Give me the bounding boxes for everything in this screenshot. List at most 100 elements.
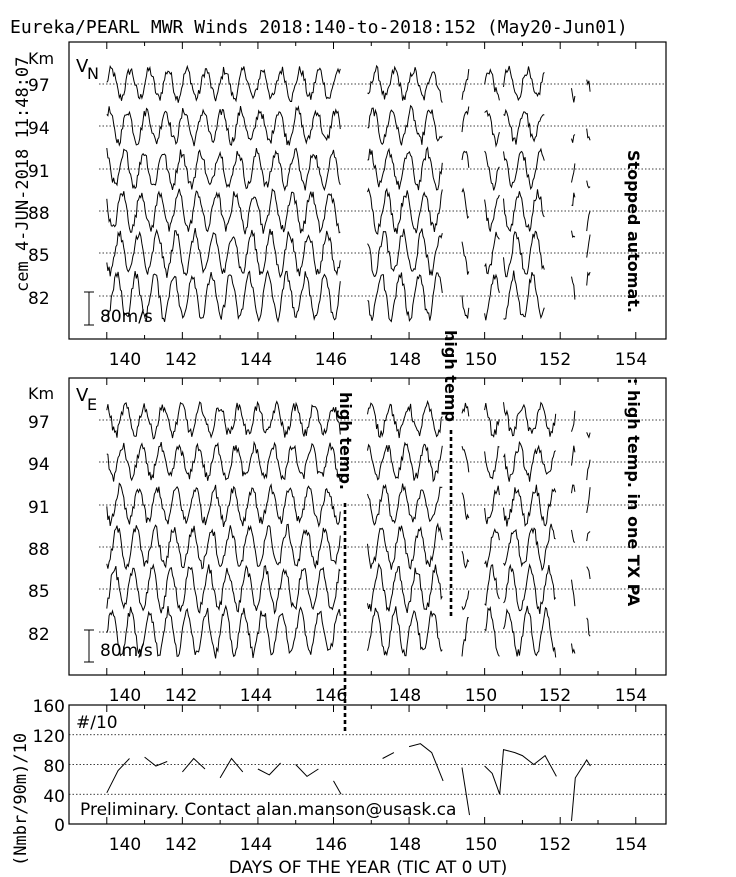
count-ytick-160: 160 bbox=[33, 697, 65, 717]
x-tick-152: 152 bbox=[539, 686, 571, 706]
wind-trace bbox=[106, 523, 341, 571]
count-line bbox=[408, 743, 444, 782]
count-ytick-0: 0 bbox=[54, 816, 65, 836]
wind-trace bbox=[367, 606, 443, 657]
wind-trace bbox=[484, 273, 500, 321]
ve-gridlines bbox=[99, 419, 666, 633]
count-line bbox=[106, 758, 130, 794]
wind-trace bbox=[586, 180, 591, 189]
wind-trace bbox=[586, 566, 591, 580]
wind-trace bbox=[106, 147, 341, 192]
wind-trace bbox=[503, 270, 545, 320]
wind-trace bbox=[503, 401, 557, 437]
ve-panel-frame bbox=[68, 377, 667, 676]
count-line bbox=[182, 757, 206, 773]
wind-trace bbox=[484, 445, 500, 480]
wind-trace bbox=[571, 484, 576, 494]
wind-trace bbox=[503, 605, 557, 658]
wind-trace bbox=[503, 65, 545, 102]
x-tick-142: 142 bbox=[165, 835, 197, 855]
ve-height-97: 97 bbox=[28, 413, 50, 433]
wind-trace bbox=[503, 189, 545, 233]
wind-trace bbox=[461, 402, 470, 417]
vn-height-85: 85 bbox=[28, 246, 50, 266]
vn-panel: V N Km 97 94 91 88 85 82 80m/s bbox=[28, 41, 667, 340]
x-tick-154: 154 bbox=[615, 350, 647, 370]
wind-trace bbox=[503, 523, 556, 572]
wind-trace bbox=[586, 79, 591, 92]
wind-trace bbox=[367, 562, 443, 614]
x-tick-labels-1: 140 142 144 146 148 150 152 154 bbox=[109, 350, 647, 370]
wind-trace bbox=[586, 432, 591, 439]
wind-trace bbox=[484, 403, 500, 438]
vn-scale-label: 80m/s bbox=[100, 307, 153, 327]
wind-trace bbox=[461, 446, 470, 473]
count-y-axis-label: (Nmbr/90m)/10 bbox=[11, 733, 31, 866]
x-tick-144: 144 bbox=[240, 835, 272, 855]
wind-trace bbox=[571, 276, 576, 300]
x-tick-150: 150 bbox=[465, 686, 497, 706]
vn-x-ticks bbox=[106, 42, 637, 339]
vn-symbol: V bbox=[76, 56, 89, 77]
wind-trace bbox=[571, 445, 576, 466]
wind-trace bbox=[484, 231, 500, 275]
wind-trace bbox=[367, 272, 443, 323]
count-line bbox=[295, 764, 319, 778]
ve-traces bbox=[106, 399, 591, 659]
wind-trace bbox=[586, 617, 591, 637]
count-line bbox=[144, 756, 168, 767]
x-tick-142: 142 bbox=[165, 686, 197, 706]
wind-trace bbox=[586, 531, 591, 542]
count-inner-label: #/10 bbox=[76, 713, 118, 733]
wind-trace bbox=[503, 108, 545, 145]
count-ytick-40: 40 bbox=[43, 787, 65, 807]
x-tick-140: 140 bbox=[109, 686, 141, 706]
vn-height-82: 82 bbox=[28, 289, 50, 309]
count-line bbox=[333, 780, 342, 795]
side-timestamp: cem 4-JUN-2018 11:48:07 bbox=[13, 57, 33, 292]
wind-trace bbox=[367, 522, 443, 570]
x-tick-140: 140 bbox=[109, 835, 141, 855]
wind-trace bbox=[484, 150, 500, 191]
vn-height-97: 97 bbox=[28, 76, 50, 96]
high-temp-annotation-1: high temp. bbox=[336, 392, 355, 490]
count-gridlines bbox=[69, 734, 666, 795]
wind-trace bbox=[586, 487, 591, 513]
vn-height-88: 88 bbox=[28, 204, 50, 224]
x-tick-146: 146 bbox=[315, 835, 347, 855]
wind-trace bbox=[571, 230, 576, 239]
wind-trace bbox=[503, 147, 545, 191]
wind-trace bbox=[571, 88, 576, 103]
ve-height-85: 85 bbox=[28, 582, 50, 602]
x-tick-142: 142 bbox=[165, 350, 197, 370]
wind-trace bbox=[484, 605, 500, 657]
wind-trace bbox=[503, 440, 556, 482]
wind-trace bbox=[484, 485, 500, 525]
tx-pa-annotation: : high temp. in one TX PA bbox=[624, 378, 643, 607]
x-tick-labels-2: 140 142 144 146 148 150 152 154 bbox=[109, 686, 647, 706]
wind-trace bbox=[461, 69, 470, 100]
high-temp-annotation-2: high temp bbox=[441, 330, 460, 422]
x-tick-146: 146 bbox=[315, 686, 347, 706]
contact-note: Preliminary. Contact alan.manson@usask.c… bbox=[80, 800, 456, 820]
wind-trace bbox=[503, 563, 557, 614]
wind-trace bbox=[367, 441, 443, 483]
x-tick-148: 148 bbox=[389, 835, 421, 855]
wind-trace bbox=[106, 604, 341, 659]
ve-scale-label: 80m/s bbox=[100, 641, 153, 661]
wind-trace bbox=[461, 590, 470, 611]
wind-trace bbox=[367, 146, 443, 191]
wind-trace bbox=[461, 241, 470, 275]
x-tick-152: 152 bbox=[539, 835, 571, 855]
chart-title: Eureka/PEARL MWR Winds 2018:140-to-2018:… bbox=[10, 17, 628, 38]
vn-panel-frame bbox=[68, 41, 667, 340]
wind-trace bbox=[461, 617, 469, 657]
wind-trace bbox=[461, 550, 470, 569]
vn-gridlines bbox=[99, 83, 666, 297]
x-axis-label: DAYS OF THE YEAR (TIC AT 0 UT) bbox=[229, 858, 508, 877]
wind-trace bbox=[367, 64, 443, 103]
wind-trace bbox=[367, 228, 443, 278]
vn-height-94: 94 bbox=[28, 119, 50, 139]
wind-trace bbox=[367, 399, 443, 439]
